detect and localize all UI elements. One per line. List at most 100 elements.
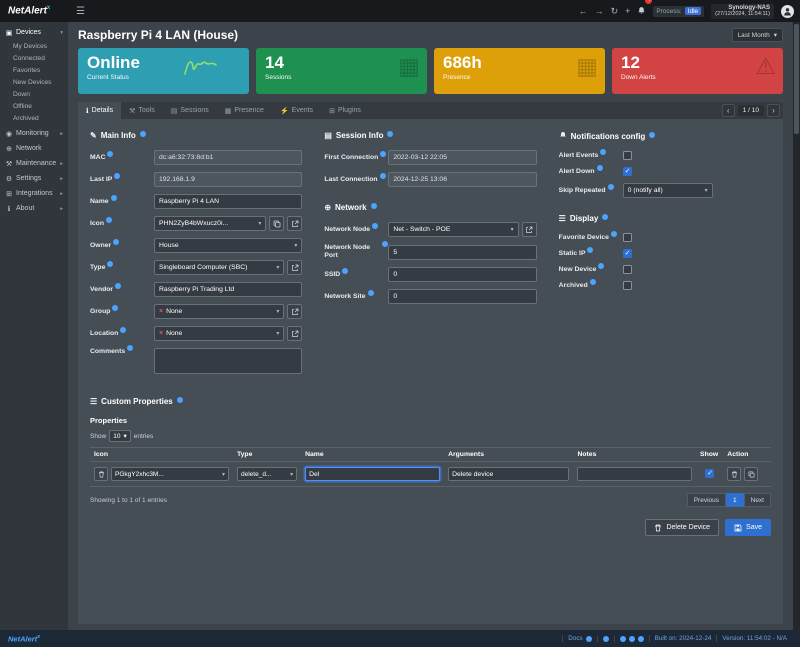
- card-sessions[interactable]: 14 Sessions ▦: [256, 48, 427, 94]
- last-ip-input[interactable]: 192.168.1.9: [154, 172, 303, 187]
- refresh-icon[interactable]: ↻: [610, 5, 619, 16]
- info-icon[interactable]: [115, 282, 122, 289]
- new-device-checkbox[interactable]: [622, 265, 632, 274]
- info-icon[interactable]: [110, 194, 117, 201]
- sidebar-item-my-devices[interactable]: My Devices: [13, 42, 48, 50]
- info-icon[interactable]: [112, 304, 119, 311]
- name-input[interactable]: Raspberry Pi 4 LAN: [154, 194, 303, 209]
- info-icon[interactable]: [602, 635, 609, 642]
- info-icon[interactable]: [598, 262, 605, 269]
- info-icon[interactable]: [113, 238, 120, 245]
- alert-down-checkbox[interactable]: [622, 167, 632, 176]
- type-select[interactable]: Singleboard Computer (SBC) ▾: [154, 260, 285, 275]
- sidebar-item-archived[interactable]: Archived: [13, 114, 39, 122]
- info-icon[interactable]: [372, 222, 379, 229]
- nav-back-icon[interactable]: ←: [578, 5, 588, 16]
- brand-logo[interactable]: NetAlertx: [0, 5, 68, 16]
- archived-checkbox[interactable]: [622, 281, 632, 290]
- edit-types-button[interactable]: [287, 260, 303, 275]
- sidebar-item-settings[interactable]: ⚙ Settings ▸: [0, 171, 68, 186]
- docs-link[interactable]: Docs: [562, 635, 596, 642]
- info-icon[interactable]: [600, 148, 607, 155]
- card-current-status[interactable]: Online Current Status: [78, 48, 249, 94]
- help-icon[interactable]: [585, 635, 592, 642]
- tab-details[interactable]: ℹ Details: [78, 102, 122, 119]
- info-icon[interactable]: [107, 260, 114, 267]
- info-icon[interactable]: [127, 345, 134, 351]
- period-select[interactable]: Last Month ▾: [731, 28, 783, 42]
- tab-sessions[interactable]: ▤ Sessions: [163, 102, 217, 119]
- sidebar-item-connected[interactable]: Connected: [13, 54, 45, 62]
- info-icon[interactable]: [370, 203, 377, 209]
- property-arguments-input[interactable]: Delete device: [448, 467, 570, 481]
- fullscreen-icon[interactable]: +: [625, 5, 631, 16]
- info-icon[interactable]: [107, 150, 114, 157]
- card-presence[interactable]: 686h Presence ▦: [434, 48, 605, 94]
- property-icon-select[interactable]: PGkgY2xhc3M... ▾: [111, 467, 229, 481]
- card-down-alerts[interactable]: 12 Down Alerts ⚠: [612, 48, 783, 94]
- tab-tools[interactable]: ⚒ Tools: [121, 102, 163, 119]
- property-name-input[interactable]: [305, 467, 441, 481]
- save-button[interactable]: Save: [725, 519, 771, 536]
- copy-icon-button[interactable]: [269, 216, 285, 231]
- prev-device-button[interactable]: ‹: [721, 104, 735, 117]
- page-1-button[interactable]: 1: [726, 493, 744, 507]
- next-page-button[interactable]: Next: [743, 493, 771, 507]
- sidebar-item-about[interactable]: ℹ About ▸: [0, 201, 68, 216]
- comments-textarea[interactable]: [154, 348, 303, 374]
- network-site-input[interactable]: 0: [388, 289, 537, 304]
- mac-input[interactable]: dc:a6:32:73:8d:b1: [154, 150, 303, 165]
- owner-select[interactable]: House ▾: [154, 238, 303, 253]
- vendor-input[interactable]: Raspberry Pi Trading Ltd: [154, 282, 303, 297]
- footer-brand[interactable]: NetAlertx: [8, 633, 40, 644]
- location-select[interactable]: × None ▾: [154, 326, 285, 341]
- duplicate-property-button[interactable]: [744, 467, 759, 481]
- info-icon[interactable]: [587, 246, 594, 253]
- info-icon[interactable]: [649, 131, 656, 138]
- static-ip-checkbox[interactable]: [622, 249, 632, 258]
- sidebar-item-network[interactable]: ⊕ Network: [0, 141, 68, 156]
- next-device-button[interactable]: ›: [767, 104, 780, 117]
- sidebar-item-new-devices[interactable]: New Devices: [13, 78, 52, 86]
- sidebar-item-monitoring[interactable]: ◉ Monitoring ▸: [0, 126, 68, 141]
- notifications-bell[interactable]: 4: [637, 0, 653, 20]
- info-icon[interactable]: [176, 397, 183, 403]
- discord-icon[interactable]: [628, 635, 635, 642]
- sidebar-item-devices[interactable]: ▣ Devices ▾: [0, 25, 68, 40]
- info-icon[interactable]: [382, 241, 389, 247]
- info-icon[interactable]: [602, 214, 609, 220]
- edit-locations-button[interactable]: [287, 326, 303, 341]
- menu-toggle-icon[interactable]: ☰: [76, 5, 85, 17]
- previous-page-button[interactable]: Previous: [686, 493, 726, 507]
- info-icon[interactable]: [120, 326, 127, 333]
- alert-events-checkbox[interactable]: [622, 151, 632, 160]
- last-connection-input[interactable]: 2024-12-25 13:06: [388, 172, 537, 187]
- sidebar-item-integrations[interactable]: ⊞ Integrations ▸: [0, 186, 68, 201]
- user-avatar[interactable]: [781, 4, 794, 18]
- info-icon[interactable]: [610, 230, 617, 237]
- page-length-select[interactable]: 10 ▾: [109, 430, 131, 442]
- sidebar-item-favorites[interactable]: Favorites: [13, 66, 41, 74]
- tab-presence[interactable]: ▦ Presence: [217, 102, 272, 119]
- github-icon[interactable]: [619, 635, 626, 642]
- info-icon[interactable]: [596, 164, 603, 171]
- network-node-port-input[interactable]: 5: [388, 244, 537, 260]
- info-icon[interactable]: [139, 131, 146, 137]
- edit-groups-button[interactable]: [287, 304, 303, 319]
- sidebar-item-down[interactable]: Down: [13, 90, 30, 98]
- sidebar-item-maintenance[interactable]: ⚒ Maintenance ▸: [0, 156, 68, 171]
- info-icon[interactable]: [342, 267, 349, 274]
- skip-repeated-select[interactable]: 0 (notify all) ▾: [622, 183, 713, 198]
- info-icon[interactable]: [380, 150, 387, 157]
- info-icon[interactable]: [105, 216, 112, 223]
- tab-plugins[interactable]: ⊞ Plugins: [321, 102, 369, 119]
- sidebar-item-offline[interactable]: Offline: [13, 102, 32, 110]
- info-icon[interactable]: [589, 278, 596, 285]
- favorite-device-checkbox[interactable]: [622, 233, 632, 242]
- vertical-scrollbar[interactable]: [793, 22, 800, 630]
- property-show-checkbox[interactable]: [705, 469, 715, 478]
- info-icon[interactable]: [387, 131, 394, 137]
- coffee-icon[interactable]: [637, 635, 644, 642]
- property-type-select[interactable]: delete_d... ▾: [237, 467, 298, 481]
- property-notes-input[interactable]: [577, 467, 693, 481]
